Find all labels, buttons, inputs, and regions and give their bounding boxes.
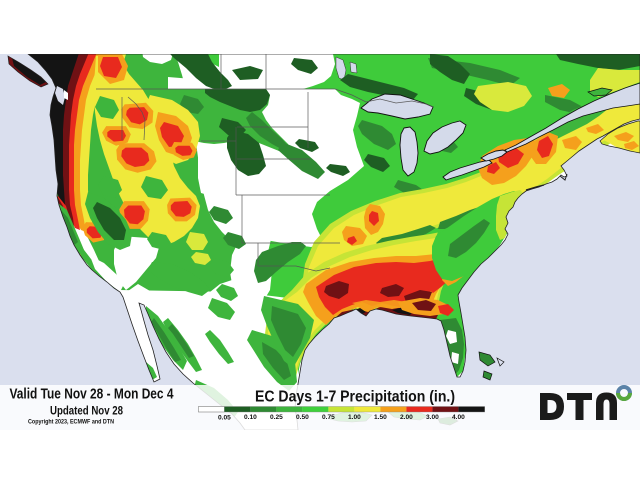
svg-text:0.25: 0.25 <box>270 414 283 421</box>
svg-text:0.10: 0.10 <box>244 414 257 421</box>
svg-text:2.00: 2.00 <box>400 414 413 421</box>
svg-text:3.00: 3.00 <box>426 414 439 421</box>
svg-text:0.75: 0.75 <box>322 414 335 421</box>
svg-text:1.50: 1.50 <box>374 414 387 421</box>
svg-text:Copyright 2023, ECMWF and DTN: Copyright 2023, ECMWF and DTN <box>28 419 114 426</box>
svg-text:EC Days 1-7 Precipitation (in.: EC Days 1-7 Precipitation (in.) <box>255 389 455 406</box>
svg-text:0.50: 0.50 <box>296 414 309 421</box>
svg-text:0.05: 0.05 <box>218 415 231 422</box>
svg-text:Updated Nov 28: Updated Nov 28 <box>50 404 123 418</box>
svg-text:4.00: 4.00 <box>452 414 465 421</box>
svg-text:1.00: 1.00 <box>348 414 361 421</box>
svg-text:Valid Tue Nov 28 - Mon Dec 4: Valid Tue Nov 28 - Mon Dec 4 <box>10 386 175 403</box>
